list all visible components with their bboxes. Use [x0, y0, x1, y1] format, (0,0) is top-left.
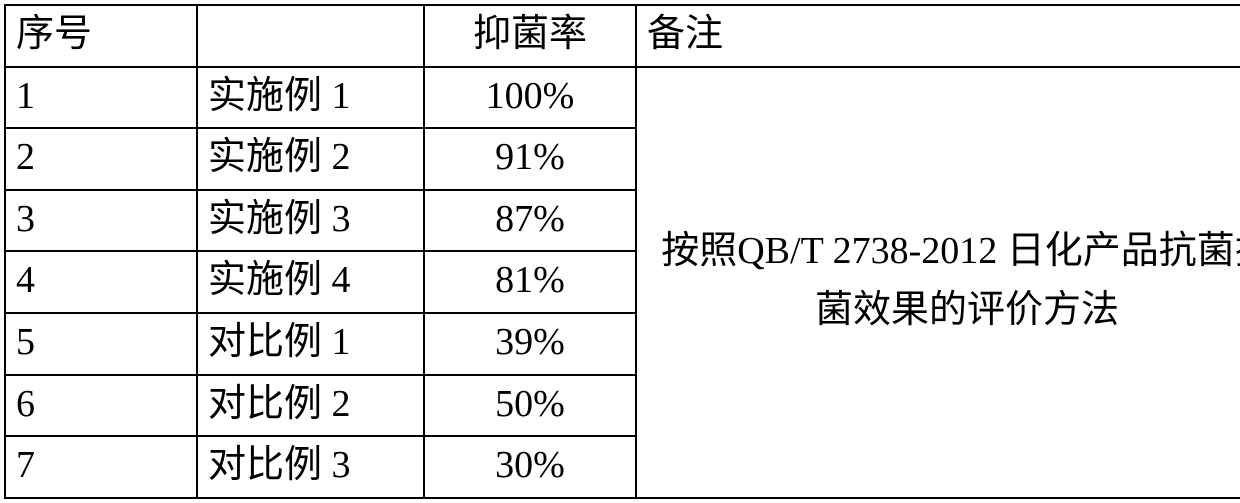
cell-name: 实施例 4: [197, 251, 424, 313]
antibacterial-rate-table: 序号 抑菌率 备注 1 实施例 1 100% 按照QB/T 2738-2012 …: [4, 4, 1240, 499]
cell-seq: 3: [5, 190, 197, 252]
cell-seq: 4: [5, 251, 197, 313]
header-seq: 序号: [5, 5, 197, 67]
header-note: 备注: [636, 5, 1240, 67]
cell-note-merged: 按照QB/T 2738-2012 日化产品抗菌抑菌效果的评价方法: [636, 67, 1240, 498]
cell-seq: 1: [5, 67, 197, 129]
cell-seq: 2: [5, 128, 197, 190]
header-rate: 抑菌率: [424, 5, 636, 67]
cell-rate: 100%: [424, 67, 636, 129]
cell-rate: 50%: [424, 375, 636, 437]
cell-seq: 6: [5, 375, 197, 437]
cell-rate: 81%: [424, 251, 636, 313]
cell-name: 对比例 2: [197, 375, 424, 437]
table-container: { "table": { "columns": { "seq": "序号", "…: [0, 0, 1240, 503]
cell-rate: 30%: [424, 436, 636, 498]
cell-rate: 87%: [424, 190, 636, 252]
header-name: [197, 5, 424, 67]
table-header-row: 序号 抑菌率 备注: [5, 5, 1240, 67]
table-row: 1 实施例 1 100% 按照QB/T 2738-2012 日化产品抗菌抑菌效果…: [5, 67, 1240, 129]
cell-rate: 91%: [424, 128, 636, 190]
cell-name: 实施例 3: [197, 190, 424, 252]
cell-name: 对比例 1: [197, 313, 424, 375]
cell-seq: 7: [5, 436, 197, 498]
cell-rate: 39%: [424, 313, 636, 375]
cell-name: 对比例 3: [197, 436, 424, 498]
cell-name: 实施例 2: [197, 128, 424, 190]
cell-seq: 5: [5, 313, 197, 375]
cell-name: 实施例 1: [197, 67, 424, 129]
